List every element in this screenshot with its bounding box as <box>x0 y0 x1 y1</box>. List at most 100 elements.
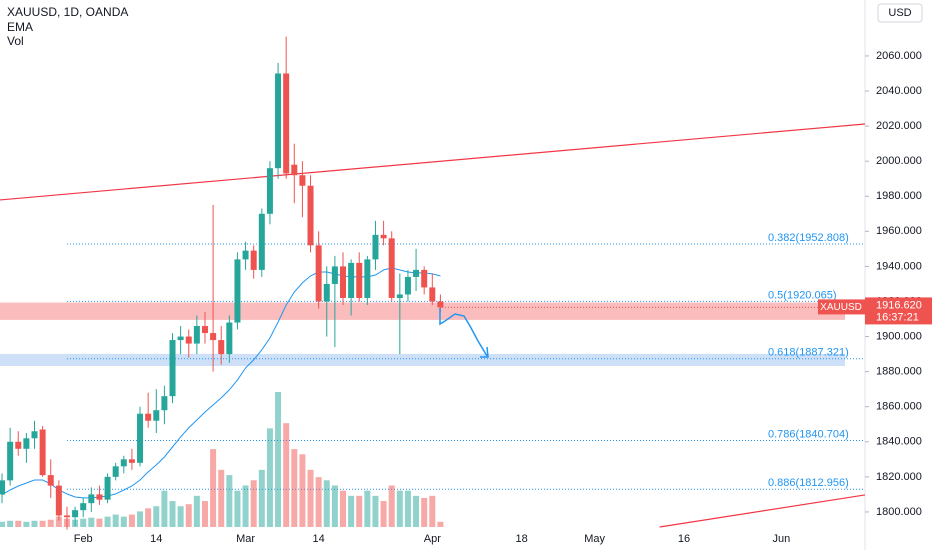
candle-body <box>372 234 379 260</box>
volume-bar <box>39 520 46 527</box>
candle-body <box>242 250 249 260</box>
currency-box[interactable] <box>877 3 923 23</box>
volume-bar <box>169 501 176 527</box>
candle-body <box>218 340 225 355</box>
volume-bar <box>161 490 168 527</box>
candle-body <box>315 245 322 302</box>
x-tick-label: Feb <box>74 533 93 545</box>
candle-body <box>31 431 38 439</box>
fib-label: 0.886(1812.956) <box>768 477 849 489</box>
candle-body <box>80 503 87 511</box>
candle-body <box>234 259 241 323</box>
volume-bar <box>372 495 379 527</box>
candle-body <box>339 266 346 298</box>
volume-bar <box>15 520 22 527</box>
volume-bar <box>7 520 14 527</box>
volume-bar <box>258 469 265 527</box>
volume-bar <box>275 392 282 527</box>
candle-body <box>15 441 22 449</box>
trendline <box>0 123 866 201</box>
fib-label: 0.5(1920.065) <box>768 289 837 301</box>
candle-body <box>145 413 152 421</box>
volume-bar <box>177 506 184 527</box>
volume-bar <box>210 449 217 527</box>
y-tick-label: 2060.000 <box>876 50 922 62</box>
x-tick-label: 14 <box>313 533 325 545</box>
volume-bar <box>339 490 346 527</box>
x-tick-label: May <box>584 533 605 545</box>
fib-label: 0.382(1952.808) <box>768 232 849 244</box>
candle-body <box>7 441 14 481</box>
candle-body <box>323 283 330 302</box>
candle-body <box>104 476 111 500</box>
candle-body <box>250 250 257 270</box>
last-price-label: 1916.620 <box>876 299 922 311</box>
y-tick-label: 1980.000 <box>876 190 922 202</box>
y-tick-label: 1900.000 <box>876 330 922 342</box>
candle-body <box>112 466 119 477</box>
candle-body <box>63 515 70 518</box>
candle-body <box>153 410 160 421</box>
x-tick-label: Mar <box>236 533 255 545</box>
y-tick-label: 2020.000 <box>876 120 922 132</box>
volume-bar <box>388 485 395 527</box>
volume-bar <box>429 495 436 527</box>
symbol-title: XAUUSD, 1D, OANDA <box>7 5 128 19</box>
candle-body <box>39 429 46 476</box>
trendline <box>659 494 866 528</box>
y-tick-label: 1800.000 <box>876 506 922 518</box>
candle-body <box>47 475 54 486</box>
volume-bar <box>234 490 241 527</box>
candle-body <box>88 494 95 504</box>
volume-bar <box>315 477 322 527</box>
y-tick-label: 1840.000 <box>876 436 922 448</box>
y-tick-label: 1820.000 <box>876 471 922 483</box>
volume-bar <box>128 514 135 527</box>
x-tick-label: Jun <box>773 533 791 545</box>
candle-body <box>291 164 298 176</box>
volume-bar <box>23 521 30 527</box>
candle-body <box>128 459 135 463</box>
volume-bar <box>218 469 225 527</box>
candle-body <box>210 333 217 341</box>
x-tick-label: Apr <box>424 533 441 545</box>
candle-body <box>429 287 436 302</box>
candle-body <box>348 262 355 298</box>
projection-arrow <box>480 346 489 358</box>
volume-bar <box>193 495 200 527</box>
candle-body <box>169 340 176 397</box>
candle-body <box>275 73 282 169</box>
volume-bar <box>437 521 444 527</box>
volume-bar <box>421 497 428 527</box>
candle-body <box>331 266 338 284</box>
candle-body <box>380 234 387 239</box>
candle-body <box>161 396 168 411</box>
volume-bar <box>396 490 403 527</box>
projection-path <box>439 308 488 357</box>
candle-body <box>0 480 6 495</box>
candle-body <box>364 259 371 298</box>
candle-body <box>120 459 127 467</box>
candle-body <box>96 494 103 500</box>
volume-bar <box>145 508 152 527</box>
volume-bar <box>283 423 290 527</box>
volume-bar <box>348 495 355 527</box>
volume-bar <box>242 485 249 527</box>
x-tick-label: 14 <box>150 533 162 545</box>
volume-bar <box>80 518 87 527</box>
volume-bar <box>331 485 338 527</box>
price-zone <box>0 353 845 367</box>
currency[interactable]: USD <box>888 7 911 19</box>
volume-bar <box>112 514 119 527</box>
candle-body <box>307 185 314 246</box>
volume-bar <box>0 521 6 527</box>
fib-label: 0.618(1887.321) <box>768 347 849 359</box>
price-zone <box>0 302 845 320</box>
y-tick-label: 1880.000 <box>876 366 922 378</box>
candle-body <box>266 168 273 214</box>
candle-body <box>356 262 363 298</box>
candle-body <box>23 438 30 449</box>
volume-bar <box>356 495 363 527</box>
volume-bar <box>88 517 95 527</box>
